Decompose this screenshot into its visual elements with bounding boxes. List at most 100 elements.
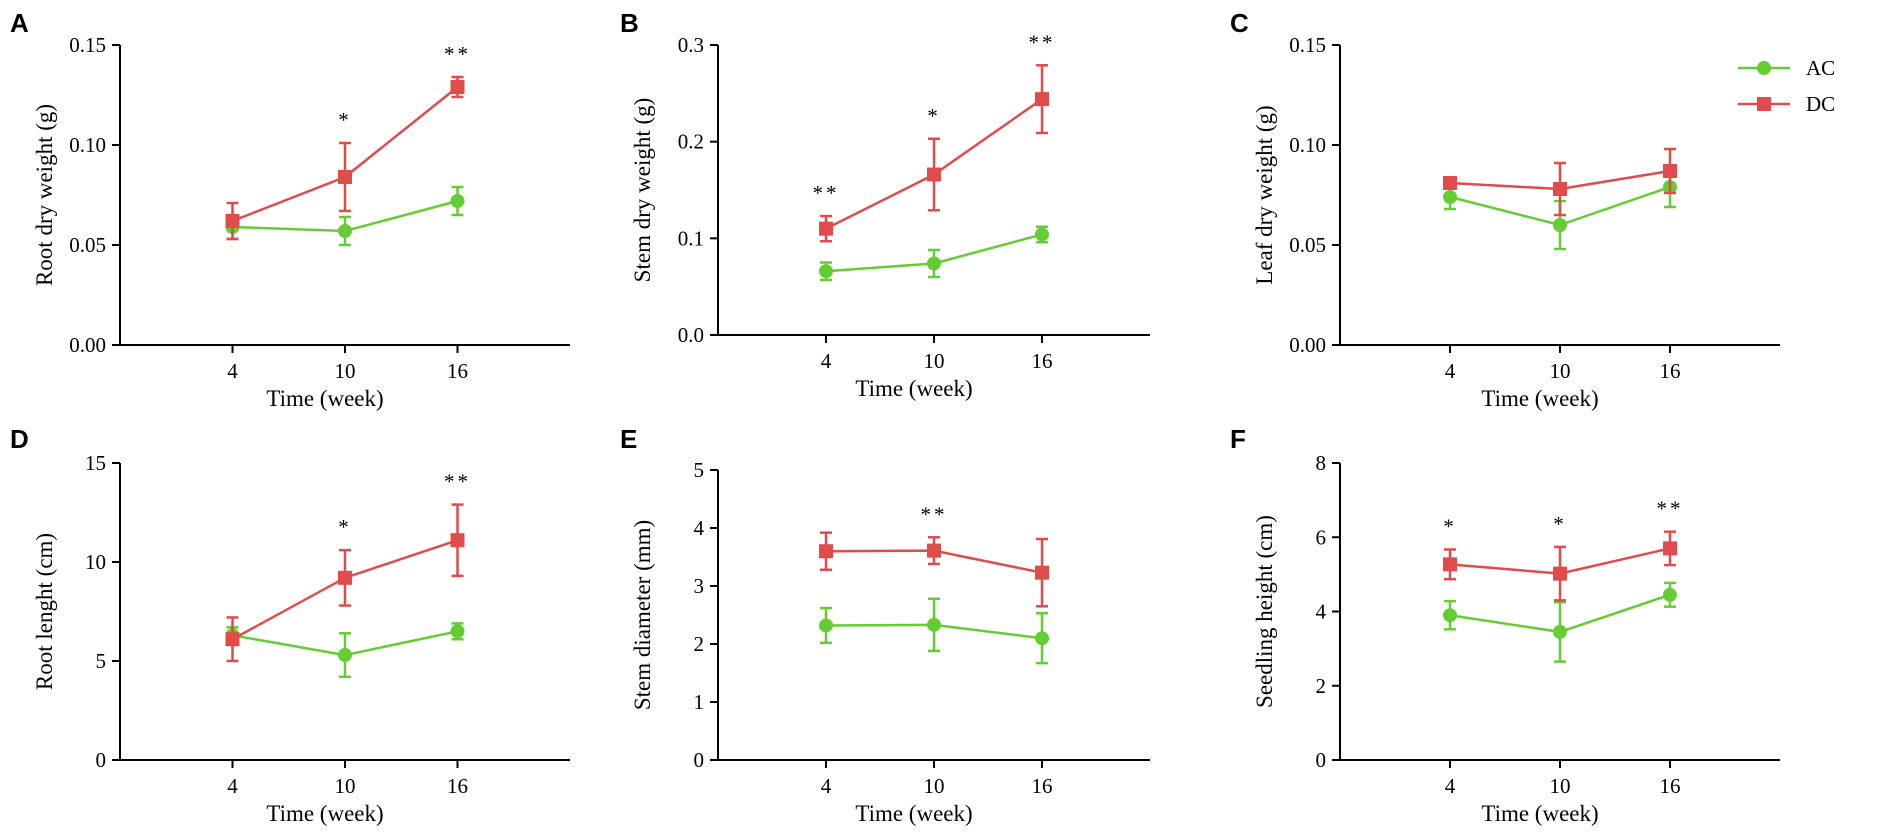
data-point-dc-e [927,543,941,558]
significance-mark-a: * [338,108,352,132]
x-tick-label-a: 16 [447,359,468,383]
y-axis-label-f: Seedling height (cm) [1252,515,1277,708]
data-point-dc-f [1663,541,1677,556]
legend: AC DC [1738,56,1835,116]
significance-mark-f: * [1553,512,1567,536]
y-tick-label-c: 0.05 [1289,233,1326,257]
x-tick-label-d: 4 [227,774,238,798]
x-axis-label-d: Time (week) [266,801,383,826]
significance-mark-b: * [927,104,941,128]
data-point-dc-a [450,80,465,94]
data-point-dc-d [450,533,465,548]
significance-mark-a: ** [444,42,471,66]
panel-b: B 0.0 0.1 0.2 0.3 4 10 16 Time (week) Stem dry we… [620,8,1150,401]
y-tick-label-a: 0.10 [69,133,106,157]
data-point-ac-f [1663,587,1677,602]
data-point-dc-c [1553,182,1567,196]
data-point-dc-d [225,632,240,647]
panel-c: C 0.00 0.05 0.10 0.15 4 10 16 Time (week) Leaf dr… [1230,8,1780,411]
x-tick-label-d: 16 [447,774,468,798]
significance-mark-f: ** [1657,497,1684,521]
data-point-dc-a [225,214,240,228]
data-point-ac-b [1035,227,1049,242]
x-tick-label-b: 10 [924,349,945,373]
data-point-dc-c [1663,164,1677,178]
data-point-dc-e [819,544,833,559]
legend-entry-ac: AC [1738,56,1835,80]
data-point-dc-b [1035,92,1049,107]
data-point-ac-e [1035,631,1049,646]
data-point-ac-c [1553,218,1567,232]
panel-letter-e: E [620,424,637,454]
y-axis-label-d: Root lenght (cm) [32,533,57,690]
panel-letter-b: B [620,8,639,38]
x-tick-label-f: 10 [1550,774,1571,798]
y-axis-label-c: Leaf dry weight (g) [1252,105,1277,284]
y-axis-label-e: Stem diameter (mm) [630,520,655,710]
x-axis-label-a: Time (week) [266,386,383,411]
significance-mark-f: * [1443,515,1457,539]
data-point-dc-d [338,570,352,585]
x-tick-label-c: 10 [1550,359,1571,383]
y-tick-label-f: 4 [1316,600,1327,624]
x-tick-label-f: 4 [1445,774,1456,798]
y-tick-label-b: 0.1 [678,226,704,250]
y-tick-label-a: 0.05 [69,233,106,257]
y-tick-label-d: 0 [96,748,107,772]
data-point-dc-c [1443,176,1457,190]
y-tick-label-c: 0.00 [1289,333,1326,357]
x-tick-label-e: 10 [924,774,945,798]
y-axis-label-a: Root dry weight (g) [32,104,57,286]
y-tick-label-a: 0.00 [69,333,106,357]
significance-mark-b: ** [813,181,840,205]
y-tick-label-e: 3 [694,574,705,598]
x-axis-label-b: Time (week) [855,376,972,401]
data-point-ac-f [1553,624,1567,639]
legend-marker-dc [1757,97,1771,111]
legend-label-dc: DC [1806,92,1835,116]
y-tick-label-d: 5 [96,649,107,673]
panel-f: F 0 2 4 6 8 4 10 16 Time (week) Seedling height (c… [1230,424,1780,826]
significance-mark-e: ** [921,502,948,526]
x-tick-label-a: 4 [227,359,238,383]
data-point-ac-a [338,224,352,238]
y-tick-label-c: 0.10 [1289,133,1326,157]
data-point-ac-a [450,194,465,208]
x-tick-label-b: 4 [821,349,832,373]
x-tick-label-e: 4 [821,774,832,798]
significance-mark-d: * [338,515,352,539]
data-point-dc-f [1443,557,1457,572]
y-tick-label-b: 0.3 [678,33,704,57]
x-tick-label-c: 4 [1445,359,1456,383]
panel-letter-c: C [1230,8,1249,38]
y-tick-label-f: 8 [1316,451,1327,475]
data-point-ac-d [450,624,465,639]
significance-mark-d: ** [444,470,471,494]
y-tick-label-e: 5 [694,458,705,482]
x-tick-label-e: 16 [1032,774,1053,798]
data-point-ac-f [1443,608,1457,623]
x-axis-label-f: Time (week) [1481,801,1598,826]
y-tick-label-f: 0 [1316,748,1327,772]
legend-label-ac: AC [1806,56,1835,80]
y-tick-label-b: 0.0 [678,323,704,347]
data-point-ac-c [1443,190,1457,204]
y-tick-label-b: 0.2 [678,130,704,154]
data-point-dc-e [1035,565,1049,580]
legend-marker-ac [1757,61,1771,75]
panel-letter-f: F [1230,424,1246,454]
data-point-dc-b [819,221,833,236]
data-point-ac-e [819,618,833,633]
y-tick-label-a: 0.15 [69,33,106,57]
y-axis-label-b: Stem dry weight (g) [630,98,655,283]
data-point-dc-a [338,170,352,184]
x-tick-label-c: 16 [1660,359,1681,383]
x-axis-label-e: Time (week) [855,801,972,826]
x-tick-label-b: 16 [1032,349,1053,373]
data-point-dc-f [1553,566,1567,581]
panel-e: E 0 1 2 3 4 5 4 10 16 Time (week) Stem diameter (mm… [620,424,1150,826]
data-point-ac-b [819,264,833,279]
y-tick-label-f: 2 [1316,674,1327,698]
